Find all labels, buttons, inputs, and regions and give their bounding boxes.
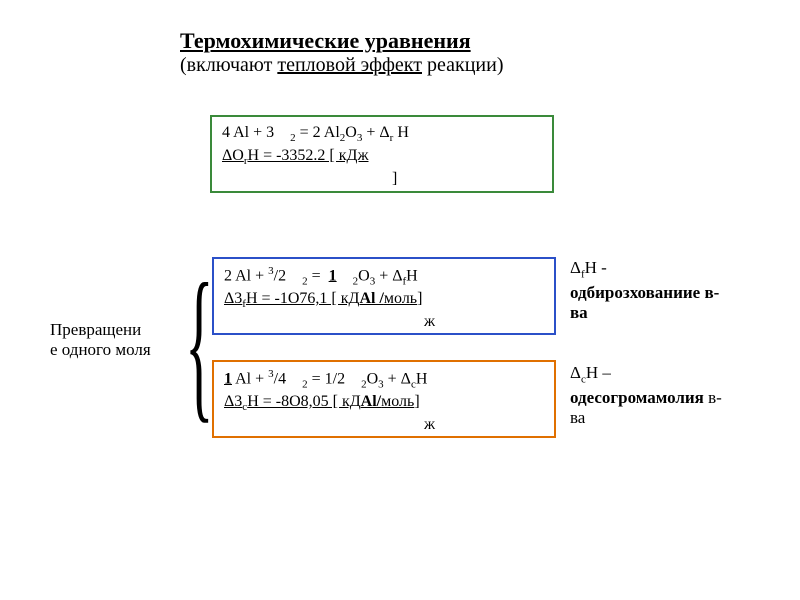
- t: H = -3352.2 [ кДж: [248, 147, 369, 164]
- t: = 2 Al: [296, 124, 340, 141]
- annotation-combustion: ΔcH – одесогромамолия в- ва: [570, 363, 760, 427]
- brace-icon: {: [185, 258, 214, 428]
- title-sub-post: реакции): [422, 54, 503, 76]
- t: H = -1О76,1 [ кД: [246, 290, 359, 307]
- t: + Δ: [375, 267, 402, 284]
- t: Δ3: [224, 393, 242, 410]
- t: O: [345, 124, 357, 141]
- t: Δ: [570, 363, 581, 382]
- title-block: Термохимические уравнения (включают тепл…: [180, 28, 620, 77]
- t: Δ: [570, 258, 581, 277]
- t: в-: [704, 388, 722, 407]
- t: + Δ: [384, 370, 411, 387]
- title-sub-underlined: тепловой эффект: [277, 54, 422, 76]
- anno-orange-row1: одесогромамолия в-: [570, 388, 760, 408]
- orange-line-1: 1 Al + 3/4 2 = 1/2 2O3 + ΔcH: [224, 368, 544, 392]
- t: Al +: [232, 370, 268, 387]
- t: 1: [329, 267, 337, 284]
- annotation-formation: ΔfH - одбирозхованиие в- ва: [570, 258, 760, 322]
- anno-orange-row2: ва: [570, 408, 760, 428]
- t: 2 Al +: [224, 267, 268, 284]
- green-line-3: ]: [222, 169, 542, 189]
- t: ж: [424, 416, 435, 433]
- t: H –: [586, 363, 611, 382]
- anno-blue-head: ΔfH -: [570, 258, 760, 281]
- anno-orange-head: ΔcH –: [570, 363, 760, 386]
- t: Al /: [359, 290, 383, 307]
- slide-stage: { "colors": { "green": "#3a8a3a", "blue"…: [0, 0, 800, 600]
- t: ]: [392, 170, 397, 187]
- anno-blue-row2: ва: [570, 303, 760, 323]
- blue-line-2: Δ3fH = -1О76,1 [ кДAl /моль]: [224, 289, 544, 312]
- title-sub-pre: (включают: [180, 54, 277, 76]
- t: моль: [381, 393, 414, 410]
- t: H: [416, 370, 428, 387]
- t: ж: [424, 313, 435, 330]
- t: ]: [417, 290, 422, 307]
- t: Δ3: [224, 290, 242, 307]
- t: O: [367, 370, 379, 387]
- t: =: [308, 267, 325, 284]
- t: H = -8О8,05 [ кД: [247, 393, 360, 410]
- anno-blue-row1: одбирозхованиие в-: [570, 283, 760, 303]
- t: H: [393, 124, 409, 141]
- t: 1: [224, 370, 232, 387]
- t: /2: [274, 267, 286, 284]
- blue-line-3: ж: [224, 312, 544, 332]
- t: H: [406, 267, 418, 284]
- equation-box-blue: 2 Al + 3/2 2 = 1 2O3 + ΔfH Δ3fH = -1О76,…: [212, 257, 556, 335]
- green-line-2: ΔOrH = -3352.2 [ кДж: [222, 146, 542, 169]
- left-label-line2: е одного моля: [50, 340, 180, 360]
- t: /4: [274, 370, 286, 387]
- t: O: [358, 267, 370, 284]
- t: 4 Al + 3: [222, 124, 274, 141]
- green-line-1: 4 Al + 3 2 = 2 Al2O3 + Δr H: [222, 123, 542, 146]
- left-label: Превращени е одного моля: [50, 320, 180, 359]
- t: H -: [585, 258, 607, 277]
- equation-box-orange: 1 Al + 3/4 2 = 1/2 2O3 + ΔcH Δ3cH = -8О8…: [212, 360, 556, 438]
- t: одесогромамолия: [570, 388, 704, 407]
- t: = 1/2: [308, 370, 345, 387]
- title-sub: (включают тепловой эффект реакции): [180, 54, 620, 77]
- t: ]: [414, 393, 419, 410]
- blue-line-1: 2 Al + 3/2 2 = 1 2O3 + ΔfH: [224, 265, 544, 289]
- t: + Δ: [362, 124, 389, 141]
- equation-box-green: 4 Al + 3 2 = 2 Al2O3 + Δr H ΔOrH = -3352…: [210, 115, 554, 193]
- t: ΔO: [222, 147, 244, 164]
- orange-line-2: Δ3cH = -8О8,05 [ кДAl/моль]: [224, 392, 544, 415]
- left-label-line1: Превращени: [50, 320, 180, 340]
- t: моль: [384, 290, 417, 307]
- t: Al/: [361, 393, 381, 410]
- title-main: Термохимические уравнения: [180, 28, 620, 54]
- orange-line-3: ж: [224, 415, 544, 435]
